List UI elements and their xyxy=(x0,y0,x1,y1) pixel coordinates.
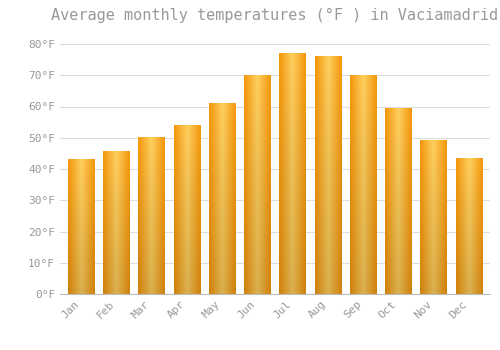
Title: Average monthly temperatures (°F ) in Vaciamadrid: Average monthly temperatures (°F ) in Va… xyxy=(52,8,498,23)
